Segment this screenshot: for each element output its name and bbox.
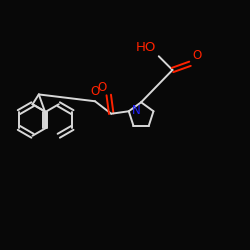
Text: N: N xyxy=(132,104,141,117)
Text: HO: HO xyxy=(136,41,156,54)
Text: O: O xyxy=(192,49,202,62)
Text: O: O xyxy=(97,81,106,94)
Text: O: O xyxy=(90,85,100,98)
